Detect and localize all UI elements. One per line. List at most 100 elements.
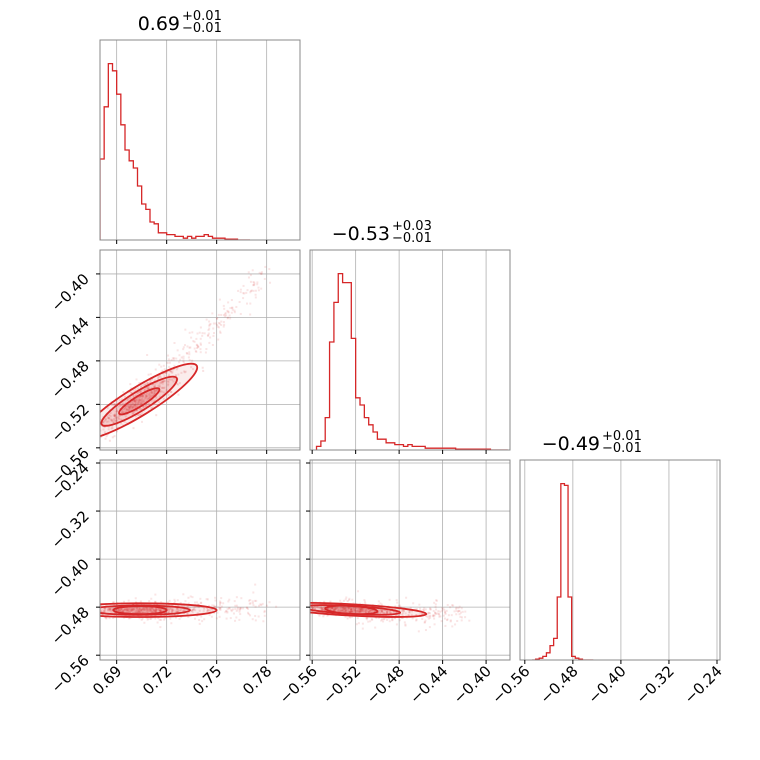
scatter-point [142, 399, 145, 402]
panel-2-1 [301, 459, 511, 664]
scatter-point [421, 613, 424, 616]
scatter-group-2-1 [301, 590, 471, 633]
scatter-point [138, 398, 141, 401]
scatter-point [331, 608, 334, 611]
scatter-point [113, 414, 116, 417]
scatter-point [151, 386, 154, 389]
scatter-point [441, 609, 444, 612]
scatter-point [161, 386, 164, 389]
scatter-point [188, 353, 191, 356]
scatter-point [445, 609, 448, 612]
scatter-point [142, 612, 145, 615]
scatter-point [108, 439, 111, 442]
scatter-point [187, 615, 190, 618]
scatter-point [331, 606, 334, 609]
scatter-point [343, 607, 346, 610]
scatter-point [126, 404, 129, 407]
scatter-point [148, 397, 151, 400]
scatter-point [169, 371, 172, 374]
scatter-point [130, 404, 133, 407]
scatter-point [95, 604, 97, 606]
scatter-point [138, 391, 141, 394]
scatter-point [130, 400, 133, 403]
scatter-point [81, 436, 83, 438]
scatter-point [275, 605, 278, 608]
scatter-point [313, 608, 316, 611]
scatter-point [158, 385, 161, 388]
scatter-point [253, 599, 256, 602]
scatter-point [128, 397, 131, 400]
scatter-point [165, 612, 168, 615]
scatter-point [377, 603, 380, 606]
scatter-point [137, 414, 140, 417]
scatter-point [103, 607, 106, 610]
scatter-point [231, 307, 234, 310]
scatter-point [138, 390, 141, 393]
scatter-point [134, 399, 137, 402]
scatter-point [133, 607, 136, 610]
scatter-point [114, 410, 117, 413]
scatter-point [146, 385, 149, 388]
scatter-point [247, 613, 250, 616]
scatter-point [155, 609, 158, 612]
scatter-point [351, 598, 354, 601]
scatter-point [168, 607, 171, 610]
scatter-point [349, 610, 352, 613]
scatter-point [191, 609, 194, 612]
scatter-point [348, 607, 351, 610]
scatter-point [129, 610, 132, 613]
scatter-point [230, 311, 233, 314]
scatter-point [223, 315, 226, 318]
scatter-point [265, 604, 268, 607]
scatter-point [110, 609, 113, 612]
scatter-point [147, 388, 150, 391]
scatter-point [453, 610, 456, 613]
scatter-point [131, 388, 134, 391]
scatter-point [107, 416, 110, 419]
scatter-point [229, 317, 232, 320]
scatter-point [423, 607, 426, 610]
scatter-point [132, 614, 135, 617]
scatter-point [157, 375, 160, 378]
scatter-point [434, 603, 437, 606]
histogram-1 [315, 272, 508, 450]
scatter-point [339, 610, 342, 613]
scatter-point [129, 383, 132, 386]
scatter-point [147, 393, 150, 396]
scatter-point [357, 606, 360, 609]
scatter-point [353, 611, 356, 614]
scatter-point [120, 412, 123, 415]
scatter-point [103, 609, 106, 612]
scatter-point [154, 389, 157, 392]
scatter-point [122, 403, 125, 406]
scatter-point [126, 405, 129, 408]
scatter-point [342, 608, 345, 611]
scatter-point [182, 361, 185, 364]
scatter-point [150, 609, 153, 612]
scatter-point [108, 417, 111, 420]
scatter-point [102, 613, 105, 616]
scatter-point [171, 378, 174, 381]
scatter-point [68, 610, 70, 612]
scatter-point [332, 609, 335, 612]
scatter-point [108, 609, 111, 612]
scatter-point [149, 606, 152, 609]
scatter-point [212, 334, 215, 337]
scatter-point [28, 608, 30, 610]
scatter-point [350, 607, 353, 610]
scatter-point [198, 618, 201, 621]
scatter-group-2-0 [28, 583, 278, 629]
scatter-point [51, 613, 53, 615]
scatter-point [301, 607, 303, 609]
scatter-point [163, 375, 166, 378]
scatter-point [318, 614, 321, 617]
scatter-point [123, 395, 126, 398]
scatter-point [128, 407, 131, 410]
scatter-point [421, 617, 424, 620]
scatter-point [145, 392, 148, 395]
scatter-point [121, 402, 124, 405]
scatter-point [354, 609, 357, 612]
scatter-point [117, 415, 120, 418]
scatter-point [249, 313, 252, 316]
scatter-point [199, 601, 202, 604]
